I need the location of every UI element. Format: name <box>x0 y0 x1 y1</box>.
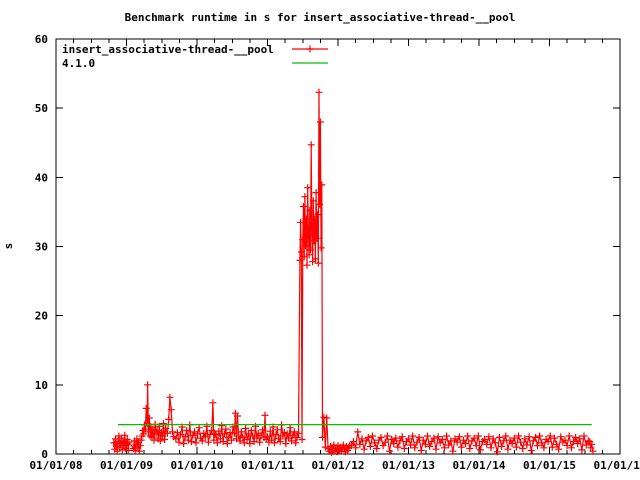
x-tick-label: 01/01/15 <box>523 459 576 472</box>
chart-title: Benchmark runtime in s for insert_associ… <box>124 11 516 24</box>
x-tick-label: 01/01/14 <box>453 459 506 472</box>
axis-tick-labels: 01/01/08 01/01/09 01/01/10 01/01/11 01/01/12… <box>30 33 640 472</box>
legend-label: insert_associative-thread-__pool <box>62 43 274 56</box>
x-tick-label: 01/01/08 <box>30 459 83 472</box>
y-tick-label: 50 <box>35 102 48 115</box>
plot-border <box>55 38 621 455</box>
y-tick-label: 10 <box>35 379 48 392</box>
legend-label: 4.1.0 <box>62 57 95 70</box>
y-tick-label: 0 <box>41 448 48 461</box>
y-tick-label: 40 <box>35 171 48 184</box>
x-tick-label: 01/01/13 <box>382 459 435 472</box>
x-tick-label: 01/01/10 <box>171 459 224 472</box>
y-tick-label: 20 <box>35 310 48 323</box>
x-tick-label: 01/01/16 <box>594 459 640 472</box>
x-tick-label: 01/01/09 <box>100 459 153 472</box>
series-insert-associative-thread-pool <box>110 88 597 457</box>
y-tick-label: 30 <box>35 241 48 254</box>
y-axis-label: s <box>2 243 15 250</box>
x-tick-label: 01/01/11 <box>241 459 294 472</box>
y-tick-label: 60 <box>35 33 48 46</box>
x-tick-label: 01/01/12 <box>312 459 365 472</box>
legend-plus-marker <box>306 45 314 53</box>
axis-ticks <box>55 38 621 455</box>
